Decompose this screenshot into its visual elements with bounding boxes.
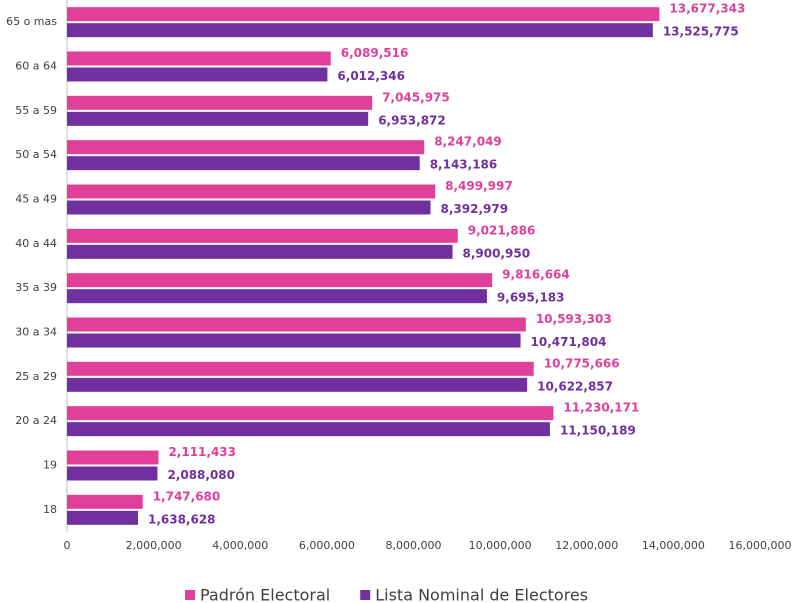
y-tick-label: 20 a 24 <box>15 414 57 427</box>
y-tick-label: 25 a 29 <box>15 370 57 383</box>
bar <box>67 406 554 421</box>
value-label: 8,143,186 <box>430 158 498 172</box>
value-label: 8,499,997 <box>445 179 513 193</box>
y-tick-label: 35 a 39 <box>15 281 57 294</box>
x-tick-label: 2,000,000 <box>126 539 182 552</box>
bar <box>67 317 526 332</box>
value-label: 6,089,516 <box>341 46 409 60</box>
value-label: 13,525,775 <box>663 25 739 39</box>
x-tick-label: 6,000,000 <box>299 539 355 552</box>
bar <box>67 244 453 259</box>
value-label: 13,677,343 <box>669 2 745 16</box>
bar <box>67 361 534 376</box>
x-tick-label: 10,000,000 <box>469 539 532 552</box>
x-tick-label: 4,000,000 <box>212 539 268 552</box>
legend-swatch <box>360 590 371 600</box>
bar <box>67 184 436 199</box>
x-tick-label: 0 <box>64 539 71 552</box>
bar <box>67 51 331 66</box>
bar <box>67 494 143 509</box>
value-label: 10,622,857 <box>537 379 613 393</box>
value-label: 1,638,628 <box>148 512 216 526</box>
bar <box>67 111 369 126</box>
value-label: 10,471,804 <box>531 335 607 349</box>
y-tick-label: 55 a 59 <box>15 104 57 117</box>
value-label: 9,695,183 <box>497 291 565 305</box>
bar <box>67 95 373 110</box>
bar <box>67 200 431 215</box>
legend-swatch <box>185 590 195 600</box>
bar <box>67 510 138 525</box>
value-label: 1,747,680 <box>153 489 221 503</box>
y-tick-label: 18 <box>43 503 57 516</box>
bar <box>67 377 528 392</box>
bar <box>67 23 653 38</box>
value-label: 2,088,080 <box>167 468 235 482</box>
bar <box>67 156 420 171</box>
y-tick-label: 65 o mas <box>6 15 57 28</box>
x-tick-label: 16,000,000 <box>729 539 792 552</box>
value-label: 7,045,975 <box>382 90 450 104</box>
x-tick-label: 14,000,000 <box>642 539 705 552</box>
value-label: 10,593,303 <box>536 312 612 326</box>
value-label: 8,247,049 <box>434 135 502 149</box>
bar <box>67 466 158 481</box>
bar <box>67 333 521 348</box>
bar <box>67 228 458 243</box>
legend-label: Padrón Electoral <box>200 586 330 603</box>
value-label: 9,816,664 <box>502 268 570 282</box>
value-label: 9,021,886 <box>468 223 536 237</box>
y-tick-label: 60 a 64 <box>15 60 57 73</box>
value-label: 6,953,872 <box>378 113 446 127</box>
value-label: 10,775,666 <box>544 356 620 370</box>
bar <box>67 289 487 304</box>
x-tick-label: 12,000,000 <box>555 539 618 552</box>
value-label: 11,230,171 <box>563 401 639 415</box>
y-tick-label: 50 a 54 <box>15 148 57 161</box>
bar <box>67 422 550 437</box>
legend-label: Lista Nominal de Electores <box>375 586 588 603</box>
bar <box>67 140 425 155</box>
bar <box>67 67 328 82</box>
bar <box>67 7 660 22</box>
y-tick-label: 30 a 34 <box>15 326 57 339</box>
y-tick-label: 40 a 44 <box>15 237 57 250</box>
value-label: 6,012,346 <box>337 69 405 83</box>
y-tick-label: 45 a 49 <box>15 193 57 206</box>
value-label: 2,111,433 <box>168 445 236 459</box>
bar <box>67 273 493 288</box>
x-tick-label: 8,000,000 <box>386 539 442 552</box>
bar <box>67 450 159 465</box>
value-label: 8,900,950 <box>463 246 531 260</box>
value-label: 11,150,189 <box>560 424 636 438</box>
y-tick-label: 19 <box>43 459 57 472</box>
value-label: 8,392,979 <box>441 202 509 216</box>
